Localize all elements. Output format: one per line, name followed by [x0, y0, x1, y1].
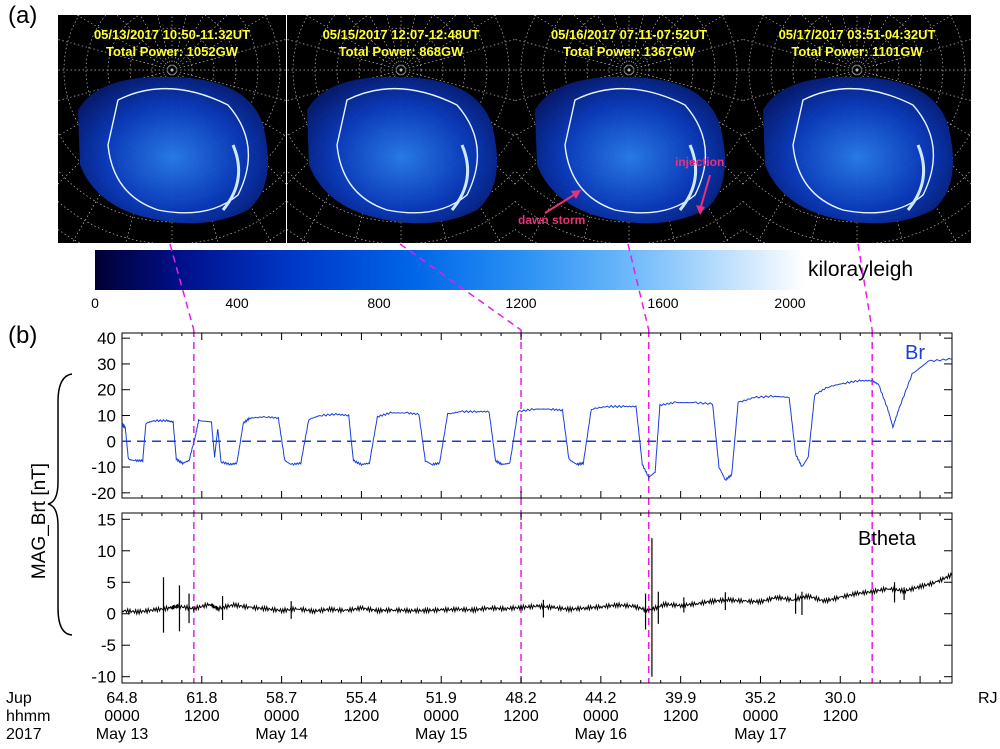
aurora-polar-projection — [515, 15, 743, 243]
y-tick-label: -5 — [101, 636, 116, 655]
colorbar-tick: 1600 — [647, 295, 679, 311]
y-tick-label: 20 — [97, 381, 116, 400]
x-tick-label-hhmm: 0000 — [423, 708, 460, 725]
aurora-power-1: Total Power: 1052GW — [106, 44, 238, 59]
main-emission-arc — [221, 144, 241, 211]
x-tick-label-rj: 64.8 — [106, 690, 138, 707]
colorbar-tick: 0 — [91, 295, 99, 311]
aurora-image-2: 05/15/2017 12:07-12:48UT Total Power: 86… — [287, 15, 515, 243]
guide-lines — [169, 243, 873, 683]
panel-label-b: (b) — [8, 322, 38, 349]
aurora-date-2: 05/15/2017 12:07-12:48UT — [322, 27, 480, 42]
aurora-date-4: 05/17/2017 03:51-04:32UT — [778, 27, 936, 42]
x-tick-label-rj: 30.0 — [824, 690, 856, 707]
aurora-emission — [763, 76, 953, 224]
btheta-series-line — [121, 571, 953, 616]
aurora-power-2: Total Power: 868GW — [338, 44, 464, 59]
x-tick-label-hhmm: 0000 — [583, 708, 619, 725]
x-tick-label-date: May 17 — [734, 726, 787, 743]
plot-frame — [121, 512, 953, 684]
panel-label-a: (a) — [8, 2, 38, 29]
guide-connector — [399, 243, 522, 331]
colorbar-unit: kilorayleigh — [808, 258, 914, 281]
y-tick-label: 30 — [97, 355, 116, 374]
y-tick-label: 15 — [97, 510, 116, 529]
aurora-emission — [535, 76, 725, 224]
x-tick-label-hhmm: 1200 — [822, 708, 859, 725]
guide-connector — [169, 243, 195, 331]
y-axis-brace — [47, 373, 73, 636]
br-series-label: Br — [905, 342, 925, 364]
y-tick-label: 40 — [97, 329, 116, 348]
guide-connector — [627, 243, 650, 331]
colorbar — [95, 250, 805, 290]
x-tick-label-hhmm: 1200 — [503, 708, 539, 725]
x-tick-label-hhmm: 0000 — [104, 708, 140, 725]
br-series-line — [121, 357, 953, 481]
x-tick-label-rj: 44.2 — [585, 690, 617, 707]
aurora-date-1: 05/13/2017 10:50-11:32UT — [93, 27, 251, 42]
br-panel: 40 30 20 10 0 -10 -20 — [91, 329, 953, 503]
main-emission-arc — [678, 144, 698, 211]
main-emission-arc — [450, 144, 470, 211]
x-tick-label-date: May 13 — [95, 726, 149, 743]
plot-frame — [121, 332, 953, 499]
x-tick-label-rj: 61.8 — [186, 690, 218, 707]
dawn-storm-label: dawn storm — [518, 213, 586, 227]
x-tick-label-date: May 16 — [574, 726, 628, 743]
aurora-polar-projection — [287, 15, 515, 243]
aurora-polar-projection — [743, 15, 971, 243]
aurora-power-4: Total Power: 1101GW — [791, 44, 923, 59]
colorbar-tick: 400 — [225, 295, 249, 311]
x-row-label-year: 2017 — [6, 726, 42, 743]
x-tick-label-hhmm: 0000 — [742, 708, 779, 725]
y-tick-label: 0 — [107, 432, 116, 451]
colorbar-tick: 800 — [367, 295, 391, 311]
aurora-date-3: 05/16/2017 07:11-07:52UT — [550, 27, 708, 42]
y-tick-label: 10 — [97, 542, 116, 561]
x-tick-label-date: May 15 — [414, 726, 468, 743]
aurora-image-3: 05/16/2017 07:11-07:52UT Total Power: 13… — [515, 15, 743, 243]
x-tick-label-rj: 58.7 — [266, 690, 298, 707]
colorbar-tick: 1200 — [505, 295, 537, 311]
x-tick-label-hhmm: 1200 — [343, 708, 380, 725]
y-tick-label: 5 — [107, 573, 116, 592]
aurora-image-4: 05/17/2017 03:51-04:32UT Total Power: 11… — [743, 15, 971, 243]
x-tick-label-rj: 51.9 — [425, 690, 457, 707]
x-tick-label-hhmm: 1200 — [184, 708, 220, 725]
x-row-label-jup: Jup — [6, 690, 32, 707]
x-tick-label-rj: 35.2 — [744, 690, 777, 707]
aurora-power-3: Total Power: 1367GW — [563, 44, 695, 59]
injection-label: injection — [675, 155, 725, 169]
main-emission-arc — [906, 144, 926, 211]
x-tick-label-hhmm: 0000 — [263, 708, 300, 725]
reference-oval — [336, 87, 479, 214]
btheta-series-label: Btheta — [858, 528, 916, 550]
y-tick-label: -20 — [91, 484, 116, 503]
y-tick-label: -10 — [91, 668, 116, 687]
aurora-emission — [78, 76, 268, 224]
x-right-label-rj: RJ — [978, 690, 998, 707]
annotation-arrows — [544, 174, 711, 215]
reference-oval — [564, 87, 707, 214]
reference-oval — [792, 87, 935, 214]
y-tick-label: 0 — [107, 605, 116, 624]
x-tick-label-rj: 55.4 — [345, 690, 377, 707]
x-tick-label-hhmm: 1200 — [662, 708, 699, 725]
x-row-label-hhmm: hhmm — [6, 708, 51, 725]
x-tick-label-rj: 48.2 — [505, 690, 537, 707]
colorbar-tick: 2000 — [774, 295, 806, 311]
btheta-panel: 15 10 5 0 -5 -10 — [91, 510, 953, 687]
aurora-polar-projection — [58, 15, 286, 243]
y-tick-label: 10 — [97, 407, 116, 426]
x-tick-label-date: May 14 — [255, 726, 308, 743]
aurora-emission — [307, 76, 497, 224]
y-tick-label: -10 — [91, 458, 116, 477]
guide-connector — [857, 243, 873, 331]
reference-oval — [107, 87, 250, 214]
aurora-image-1: 05/13/2017 10:50-11:32UT Total Power: 10… — [58, 15, 286, 243]
x-tick-label-rj: 39.9 — [665, 690, 697, 707]
